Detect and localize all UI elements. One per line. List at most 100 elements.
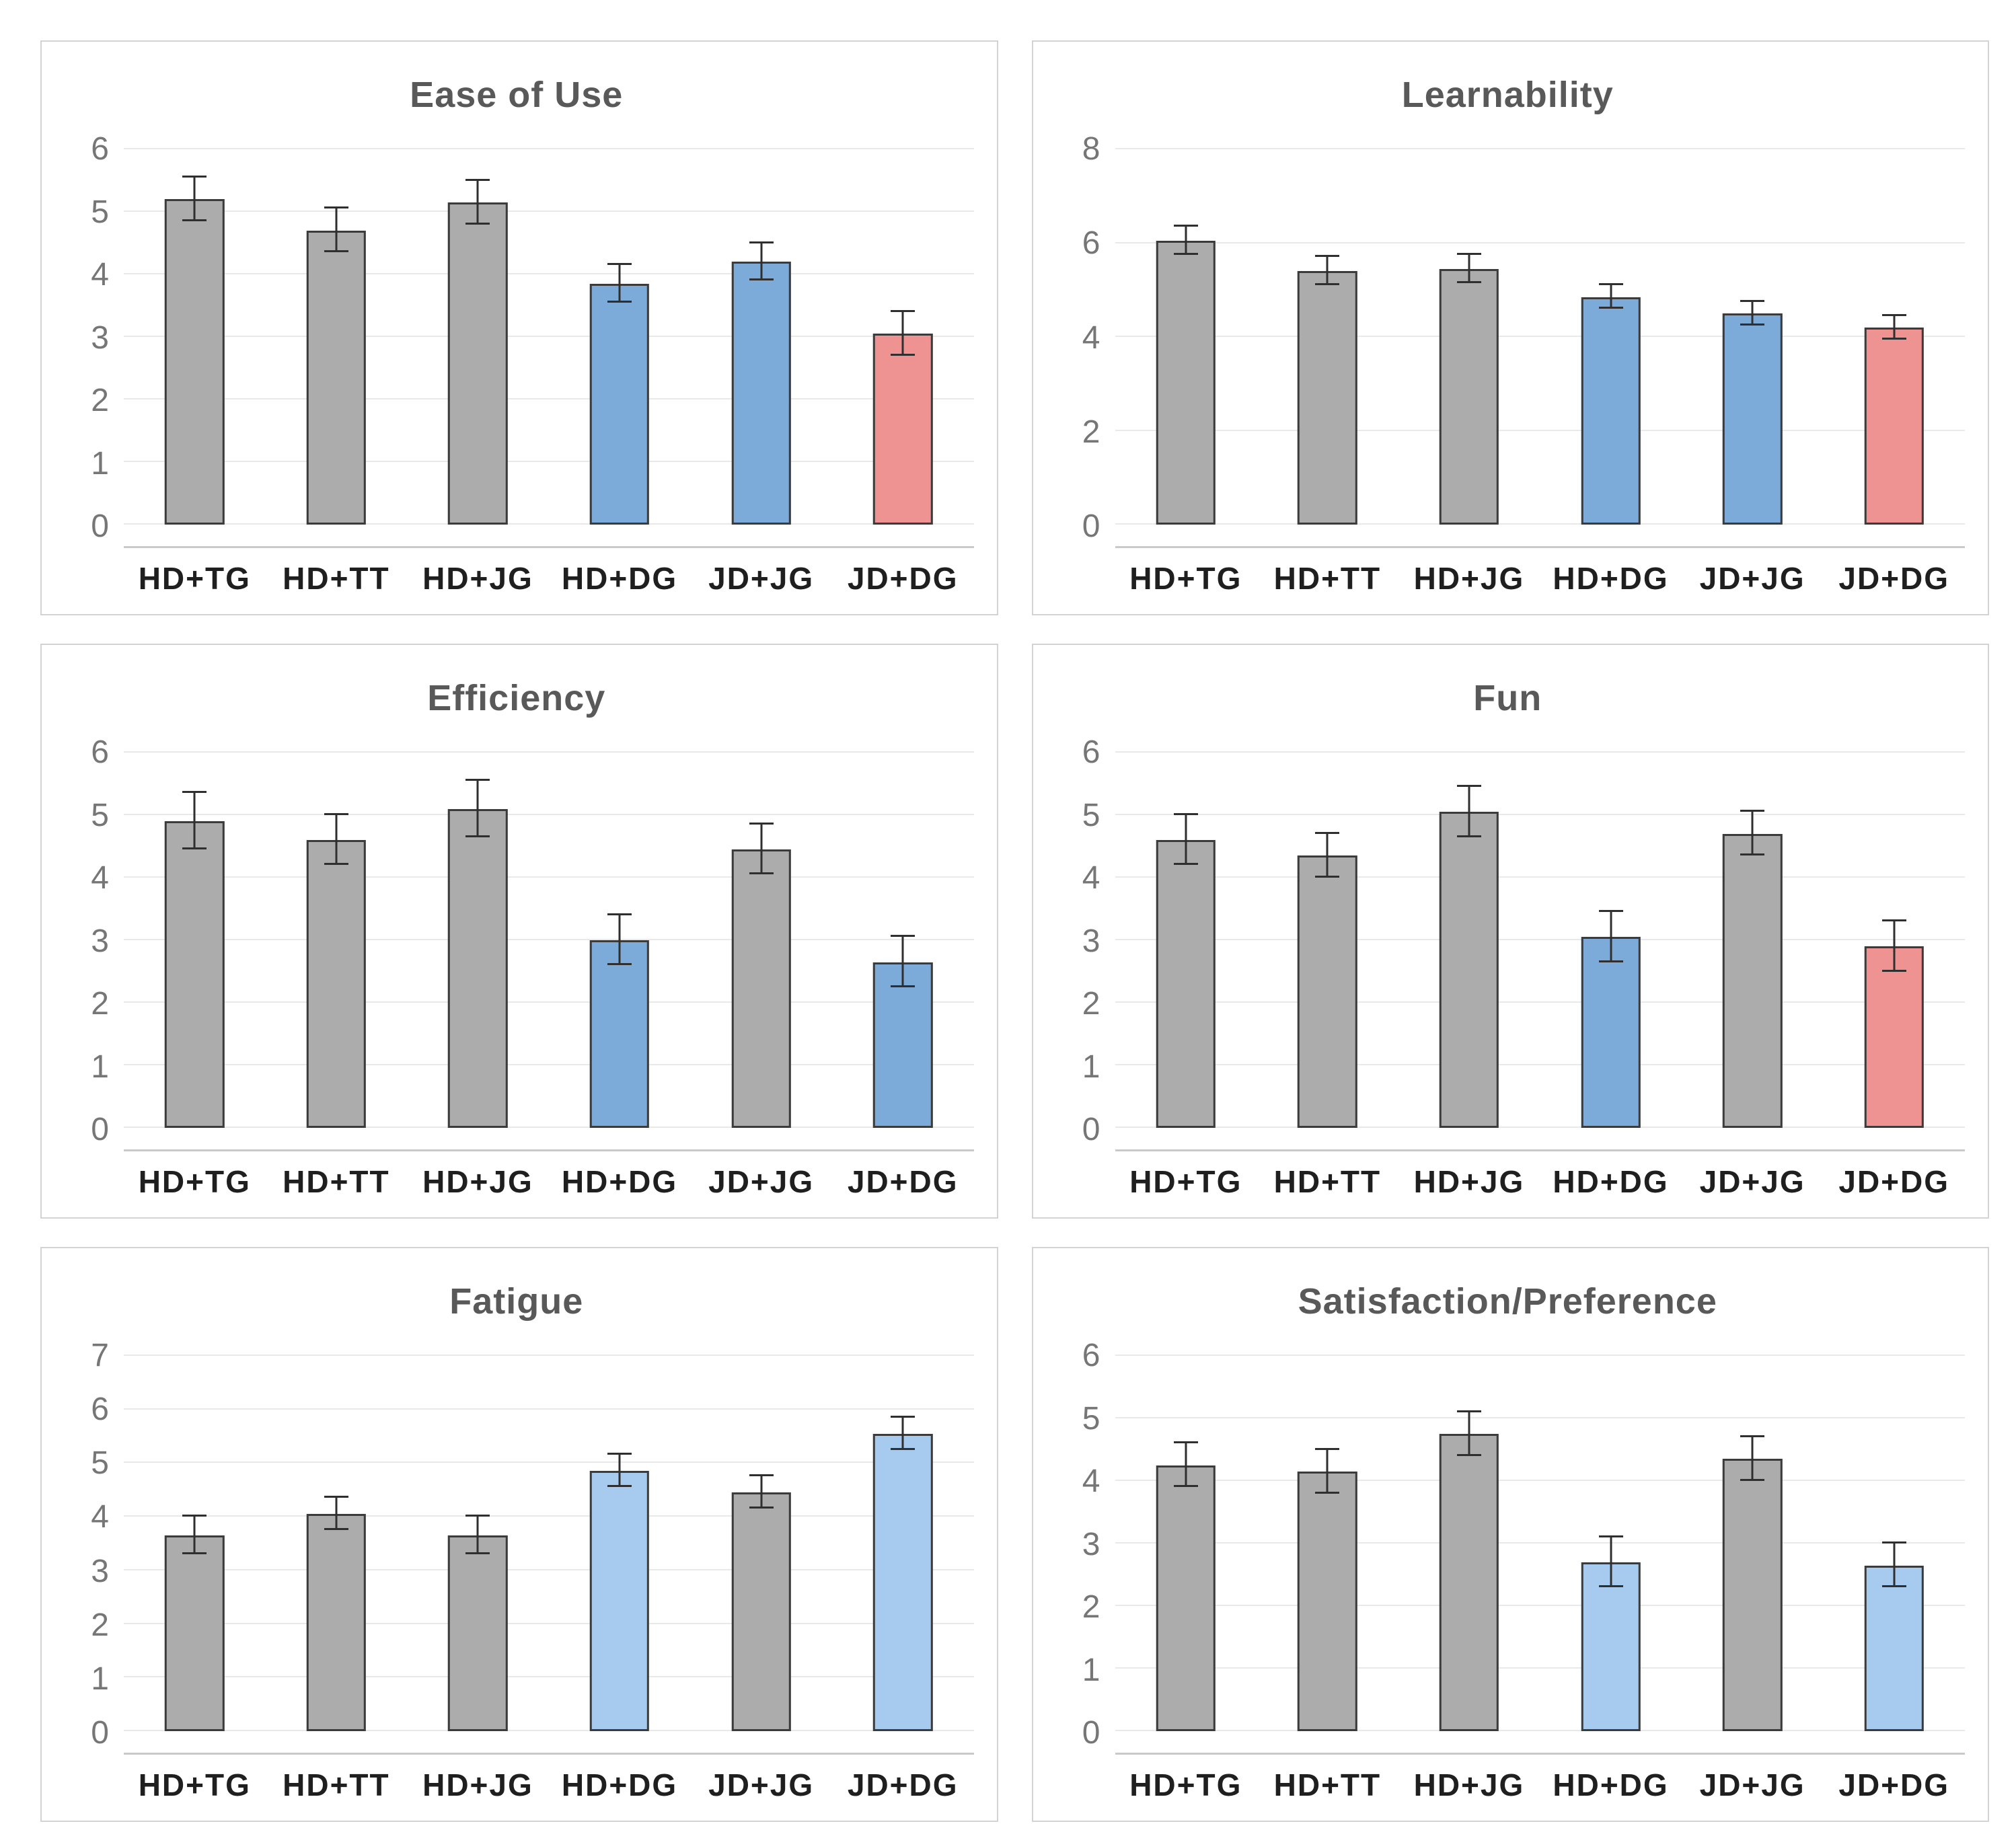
x-label-hd-tt: HD+TT <box>1273 561 1382 596</box>
error-bar <box>1185 1443 1187 1488</box>
error-bar <box>476 1517 479 1554</box>
y-tick-label: 5 <box>1082 797 1100 833</box>
error-bar <box>1751 301 1754 326</box>
error-cap-top <box>324 813 348 815</box>
gridline-y4 <box>124 273 974 274</box>
gridline-y8 <box>1115 148 1965 149</box>
x-label-hd-dg: HD+DG <box>1553 561 1669 596</box>
error-bar <box>193 177 196 221</box>
x-label-hd-tg: HD+TG <box>1129 1767 1242 1802</box>
error-cap-bottom <box>1173 252 1198 255</box>
bar-hd-tt <box>306 1514 367 1731</box>
gridline-y2 <box>1115 1001 1965 1003</box>
y-tick-label: 1 <box>91 1049 109 1085</box>
error-cap-bottom <box>749 278 774 281</box>
error-cap-top <box>1173 225 1198 227</box>
error-cap-bottom <box>1881 337 1906 340</box>
error-cap-bottom <box>891 353 916 356</box>
error-cap-top <box>465 778 490 781</box>
gridline-y6 <box>124 751 974 753</box>
y-tick-label: 4 <box>1082 1463 1100 1499</box>
error-cap-bottom <box>607 963 632 966</box>
bar-jd-jg <box>1722 313 1783 525</box>
x-label-jd-dg: JD+DG <box>847 1767 959 1802</box>
y-tick-label: 5 <box>91 194 109 230</box>
gridline-y6 <box>1115 1355 1965 1356</box>
x-label-hd-tt: HD+TT <box>283 1767 390 1802</box>
bar-hd-jg <box>448 202 508 525</box>
bar-hd-tt <box>1298 271 1357 525</box>
y-tick-label: 0 <box>1082 1112 1100 1147</box>
x-axis-labels: HD+TG HD+TT HD+JG HD+DG JD+JG JD+DG <box>1115 548 1966 605</box>
gridline-y1 <box>1115 1064 1965 1065</box>
error-bar <box>901 311 904 356</box>
chart-title: Efficiency <box>427 678 606 718</box>
y-tick-label: 8 <box>1082 131 1100 167</box>
bar-hd-jg <box>1439 1434 1499 1731</box>
x-label-hd-jg: HD+JG <box>1413 1767 1525 1802</box>
error-cap-bottom <box>324 250 348 253</box>
gridline-y1 <box>124 1064 974 1065</box>
error-cap-top <box>1740 299 1765 302</box>
bar-hd-tg <box>165 199 225 525</box>
x-axis-labels: HD+TG HD+TT HD+JG HD+DG JD+JG JD+DG <box>124 1151 974 1208</box>
gridline-y0 <box>1115 523 1965 525</box>
x-axis-labels: HD+TG HD+TT HD+JG HD+DG JD+JG JD+DG <box>124 1755 974 1811</box>
gridline-y5 <box>124 211 974 212</box>
y-tick-label: 1 <box>91 1661 109 1697</box>
gridline-y0 <box>124 1127 974 1128</box>
error-cap-top <box>324 206 348 209</box>
plot-area <box>1115 1338 1965 1755</box>
error-cap-bottom <box>465 1552 490 1554</box>
error-cap-top <box>1598 283 1623 286</box>
chart-body: 0 1 2 3 4 5 6 <box>59 120 974 548</box>
bar-jd-jg <box>1722 1459 1783 1731</box>
error-bar <box>1751 1437 1754 1481</box>
bar-jd-dg <box>872 1433 933 1731</box>
chart-body: 0 1 2 3 4 5 6 7 <box>59 1326 974 1755</box>
x-axis-labels: HD+TG HD+TT HD+JG HD+DG JD+JG JD+DG <box>1115 1151 1966 1208</box>
error-bar <box>1468 1412 1470 1456</box>
error-cap-bottom <box>1740 323 1765 326</box>
chart-body: 0 1 2 3 4 5 6 <box>59 723 974 1151</box>
y-tick-label: 2 <box>1082 1589 1100 1625</box>
y-axis: 0 1 2 3 4 5 6 <box>59 735 124 1151</box>
error-cap-top <box>1456 785 1481 788</box>
error-cap-top <box>324 1496 348 1498</box>
y-tick-label: 1 <box>1082 1049 1100 1085</box>
error-cap-top <box>1173 1441 1198 1444</box>
chart-title: Fatigue <box>449 1281 584 1322</box>
bar-hd-tt <box>1298 855 1357 1128</box>
y-tick-label: 6 <box>1082 225 1100 262</box>
chart-panel-efficiency: Efficiency 0 1 2 3 4 5 6 HD+TG HD+TT HD+JG HD+DG JD+… <box>40 644 998 1219</box>
error-cap-top <box>607 1453 632 1455</box>
y-tick-label: 6 <box>91 1391 109 1428</box>
x-label-hd-dg: HD+DG <box>1553 1767 1669 1802</box>
error-cap-bottom <box>891 985 916 987</box>
error-cap-bottom <box>465 835 490 837</box>
error-cap-bottom <box>1881 969 1906 972</box>
gridline-y4 <box>1115 336 1965 337</box>
y-tick-label: 7 <box>91 1338 109 1373</box>
error-bar <box>760 1476 763 1509</box>
error-cap-bottom <box>1315 1491 1340 1494</box>
error-bar <box>193 793 196 850</box>
x-label-hd-tt: HD+TT <box>1273 1164 1382 1199</box>
x-label-hd-tt: HD+TT <box>1273 1767 1382 1802</box>
chart-body: 0 1 2 3 4 5 6 <box>1051 1326 1965 1755</box>
y-tick-label: 2 <box>91 1607 109 1643</box>
y-tick-label: 5 <box>91 1445 109 1482</box>
error-cap-top <box>182 1515 207 1517</box>
x-axis-labels: HD+TG HD+TT HD+JG HD+DG JD+JG JD+DG <box>1115 1755 1966 1811</box>
error-cap-top <box>1456 252 1481 255</box>
error-bar <box>335 1498 338 1531</box>
error-bar <box>1468 787 1470 837</box>
bar-hd-tg <box>165 1535 225 1731</box>
gridline-y0 <box>1115 1730 1965 1731</box>
y-tick-label: 6 <box>1082 734 1100 770</box>
gridline-y5 <box>124 1461 974 1463</box>
y-tick-label: 6 <box>1082 1338 1100 1373</box>
gridline-y4 <box>124 876 974 878</box>
x-label-hd-tg: HD+TG <box>1129 561 1242 596</box>
